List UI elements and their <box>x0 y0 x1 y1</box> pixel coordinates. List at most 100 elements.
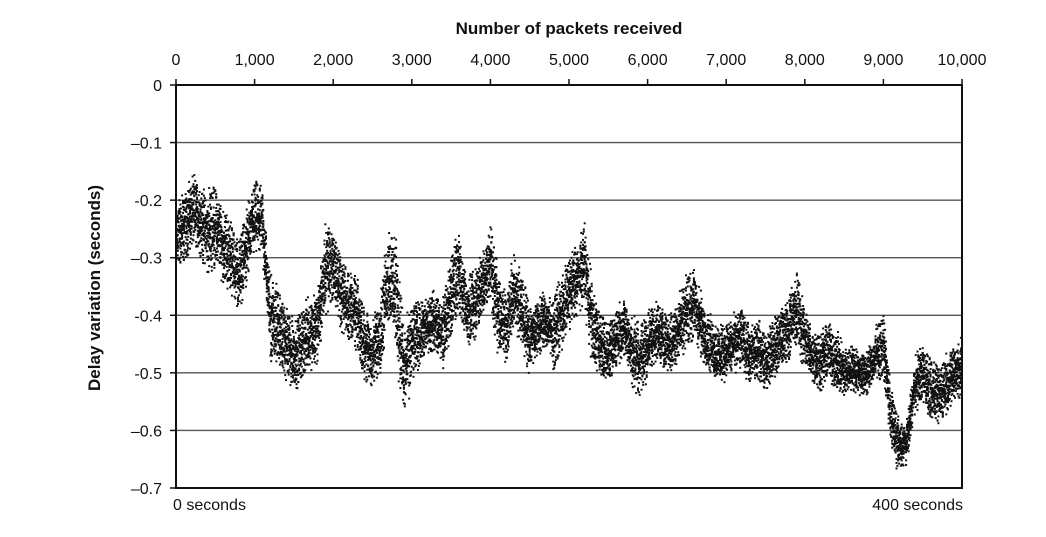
data-point <box>275 299 277 301</box>
data-point <box>329 271 331 273</box>
data-point <box>255 198 257 200</box>
data-point <box>386 271 388 273</box>
data-point <box>248 257 250 259</box>
data-point <box>405 393 407 395</box>
data-point <box>384 255 386 257</box>
data-point <box>449 286 451 288</box>
data-point <box>373 380 375 382</box>
data-point <box>418 303 420 305</box>
data-point <box>402 399 404 401</box>
data-point <box>347 335 349 337</box>
data-point <box>462 310 464 312</box>
data-point <box>232 251 234 253</box>
data-point <box>344 266 346 268</box>
data-point <box>189 248 191 250</box>
data-point <box>300 360 302 362</box>
data-point <box>393 298 395 300</box>
data-point <box>383 326 385 328</box>
data-point <box>466 291 468 293</box>
data-point <box>229 260 231 262</box>
data-point <box>382 341 384 343</box>
data-point <box>276 314 278 316</box>
data-point <box>192 221 194 223</box>
data-point <box>382 287 384 289</box>
data-point <box>303 335 305 337</box>
data-point <box>447 307 449 309</box>
data-point <box>324 256 326 258</box>
data-point <box>257 196 259 198</box>
data-point <box>444 342 446 344</box>
data-point <box>195 204 197 206</box>
data-point <box>185 256 187 258</box>
data-point <box>378 313 380 315</box>
data-point <box>265 243 267 245</box>
data-point <box>299 324 301 326</box>
data-point <box>482 304 484 306</box>
data-point <box>454 260 456 262</box>
data-point <box>380 325 382 327</box>
data-point <box>410 374 412 376</box>
data-point <box>279 298 281 300</box>
data-point <box>314 355 316 357</box>
data-point <box>463 288 465 290</box>
data-point <box>206 217 208 219</box>
data-point <box>464 282 466 284</box>
data-point <box>196 187 198 189</box>
data-point <box>225 245 227 247</box>
data-point <box>445 285 447 287</box>
data-point <box>210 208 212 210</box>
data-point <box>186 227 188 229</box>
data-point <box>395 334 397 336</box>
data-point <box>308 350 310 352</box>
data-point <box>450 274 452 276</box>
data-point <box>481 311 483 313</box>
data-point <box>350 273 352 275</box>
data-point <box>184 249 186 251</box>
data-point <box>446 334 448 336</box>
data-point <box>472 328 474 330</box>
data-point <box>392 265 394 267</box>
data-point <box>243 267 245 269</box>
data-point <box>324 294 326 296</box>
data-point <box>399 337 401 339</box>
data-point <box>384 316 386 318</box>
data-point <box>282 341 284 343</box>
data-point <box>446 289 448 291</box>
data-point <box>426 318 428 320</box>
data-point <box>456 290 458 292</box>
data-point <box>334 245 336 247</box>
data-point <box>471 279 473 281</box>
data-point <box>337 250 339 252</box>
data-point <box>275 310 277 312</box>
data-point <box>227 247 229 249</box>
data-point <box>262 216 264 218</box>
data-point <box>416 319 418 321</box>
data-point <box>290 338 292 340</box>
data-point <box>351 277 353 279</box>
data-point <box>187 243 189 245</box>
data-point <box>395 256 397 258</box>
data-point <box>343 332 345 334</box>
data-point <box>360 319 362 321</box>
data-point <box>450 333 452 335</box>
data-point <box>482 269 484 271</box>
data-point <box>288 371 290 373</box>
data-point <box>438 307 440 309</box>
data-point <box>282 312 284 314</box>
data-point <box>455 297 457 299</box>
data-point <box>351 297 353 299</box>
data-point <box>305 350 307 352</box>
data-point <box>421 348 423 350</box>
data-point <box>186 239 188 241</box>
data-point <box>442 359 444 361</box>
data-point <box>345 314 347 316</box>
data-point <box>468 295 470 297</box>
data-point <box>198 212 200 214</box>
data-point <box>472 285 474 287</box>
data-point <box>386 281 388 283</box>
data-point <box>460 246 462 248</box>
data-point <box>441 329 443 331</box>
data-point <box>479 287 481 289</box>
data-point <box>418 351 420 353</box>
data-point <box>391 238 393 240</box>
